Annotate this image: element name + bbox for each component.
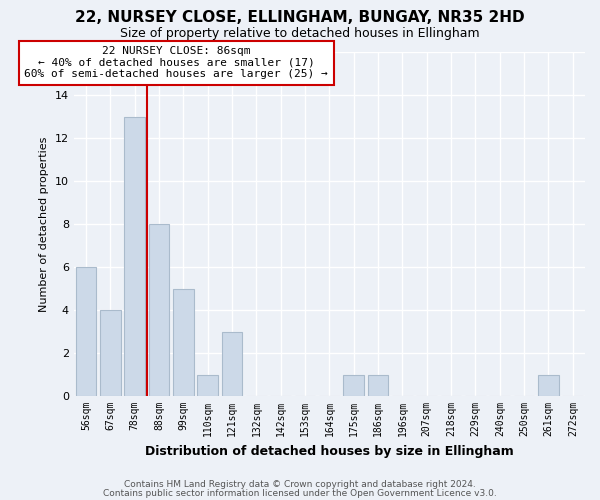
X-axis label: Distribution of detached houses by size in Ellingham: Distribution of detached houses by size …	[145, 444, 514, 458]
Y-axis label: Number of detached properties: Number of detached properties	[40, 136, 49, 312]
Bar	[343, 374, 364, 396]
Bar	[149, 224, 169, 396]
Bar	[197, 374, 218, 396]
Bar	[368, 374, 388, 396]
Bar	[173, 288, 194, 396]
Bar	[76, 267, 97, 396]
Bar	[538, 374, 559, 396]
Text: 22 NURSEY CLOSE: 86sqm
← 40% of detached houses are smaller (17)
60% of semi-det: 22 NURSEY CLOSE: 86sqm ← 40% of detached…	[24, 46, 328, 80]
Text: 22, NURSEY CLOSE, ELLINGHAM, BUNGAY, NR35 2HD: 22, NURSEY CLOSE, ELLINGHAM, BUNGAY, NR3…	[75, 10, 525, 25]
Text: Contains public sector information licensed under the Open Government Licence v3: Contains public sector information licen…	[103, 489, 497, 498]
Bar	[222, 332, 242, 396]
Bar	[124, 116, 145, 396]
Text: Size of property relative to detached houses in Ellingham: Size of property relative to detached ho…	[120, 28, 480, 40]
Bar	[100, 310, 121, 396]
Text: Contains HM Land Registry data © Crown copyright and database right 2024.: Contains HM Land Registry data © Crown c…	[124, 480, 476, 489]
